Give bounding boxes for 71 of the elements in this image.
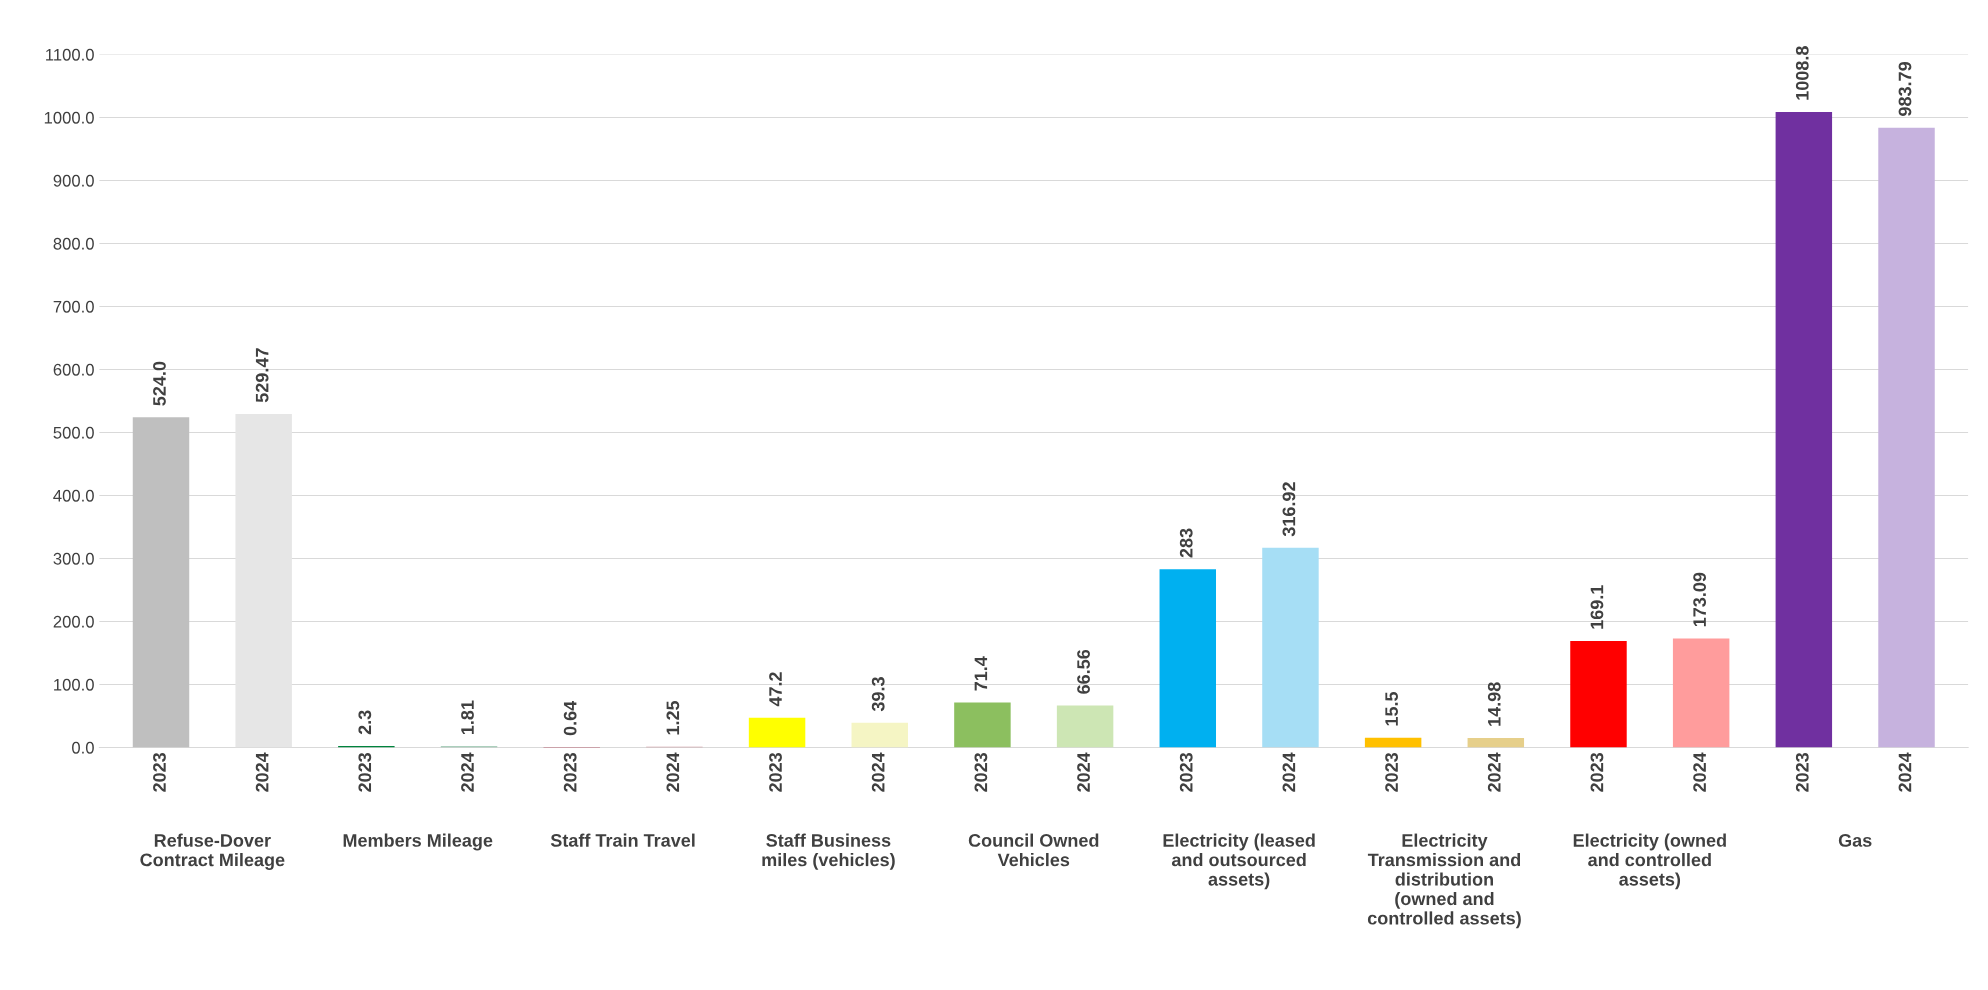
data-label: 2.3: [358, 710, 372, 735]
data-label: 14.98: [1487, 682, 1501, 726]
x-tick-label: 2024: [1282, 752, 1296, 792]
data-label: 66.56: [1077, 649, 1090, 694]
bar: [132, 417, 190, 748]
x-tick-label: 2023: [153, 752, 166, 792]
text: Gas: [1838, 834, 1872, 847]
text: Council Owned Vehicles: [968, 833, 1099, 867]
bar: [954, 702, 1011, 748]
y-tick-label: 1000.0: [44, 111, 94, 124]
data-label: 1.81: [461, 700, 474, 735]
x-tick-label: 2024: [1898, 752, 1912, 792]
y-tick-label: 100.0: [54, 678, 94, 691]
bar: [748, 717, 806, 748]
bar: [1878, 127, 1935, 748]
bar: [1672, 638, 1730, 748]
text: Staff Train Travel: [550, 833, 695, 847]
bar: [1262, 547, 1319, 748]
x-tick-label: 2023: [1590, 752, 1604, 792]
bar: [1775, 111, 1833, 748]
x-tick-label: 2024: [461, 752, 474, 792]
data-label: 169.1: [1590, 585, 1604, 629]
y-tick-label: 500.0: [53, 426, 94, 439]
y-tick-label: 200.0: [53, 615, 94, 628]
data-label: 39.3: [871, 677, 885, 712]
bar: [851, 722, 908, 748]
data-label: 1.25: [666, 700, 680, 735]
x-tick-label: 2024: [1077, 752, 1090, 792]
text: Staff Business miles (vehicles): [762, 833, 895, 870]
data-label: 983.79: [1898, 62, 1912, 116]
y-tick-label: 800.0: [53, 237, 94, 250]
text: Electricity (owned and controlled assets): [1573, 833, 1726, 890]
bar: [1570, 640, 1627, 748]
x-tick-label: 2023: [1795, 752, 1809, 792]
bar: [235, 413, 292, 748]
text: Electricity (leased and outsourced assets): [1163, 833, 1315, 890]
x-tick-label: 2024: [1693, 752, 1707, 792]
x-tick-label: 2024: [255, 752, 269, 792]
y-tick-label: 400.0: [53, 489, 94, 502]
bar: [1056, 705, 1114, 748]
data-label: 529.47: [255, 348, 269, 403]
data-label: 316.92: [1282, 482, 1296, 537]
x-tick-label: 2024: [871, 752, 885, 792]
text: Electricity Transmission and distribution (owned and controlled assets): [1367, 833, 1521, 929]
y-tick-label: 1100.0: [46, 48, 94, 61]
x-tick-label: 2023: [1385, 752, 1398, 792]
y-tick-label: 600.0: [53, 363, 94, 376]
data-label: 524.0: [153, 361, 166, 406]
bar: [1364, 737, 1422, 748]
data-label: 283: [1179, 528, 1193, 558]
text: Refuse-Dover Contract Mileage: [140, 833, 285, 870]
y-tick-label: 900.0: [53, 174, 94, 187]
data-label: 15.5: [1385, 691, 1398, 726]
x-tick-label: 2023: [1179, 752, 1193, 792]
x-tick-label: 2023: [358, 752, 372, 792]
data-label: 71.4: [974, 656, 988, 691]
text: Members Mileage: [343, 833, 493, 851]
bar: [1159, 569, 1217, 748]
y-tick-label: 700.0: [53, 300, 94, 313]
data-label: 47.2: [769, 672, 782, 707]
bar: [1467, 738, 1525, 748]
x-tick-label: 2024: [666, 752, 680, 792]
data-label: 0.64: [563, 700, 577, 736]
y-tick-label: 0.0: [72, 741, 94, 754]
y-tick-label: 300.0: [53, 552, 94, 565]
x-tick-label: 2024: [1487, 752, 1501, 792]
x-tick-label: 2023: [563, 752, 577, 792]
x-tick-label: 2023: [974, 752, 988, 792]
data-label: 1008.8: [1795, 46, 1809, 100]
data-label: 173.09: [1693, 572, 1707, 627]
x-tick-label: 2023: [769, 752, 782, 792]
